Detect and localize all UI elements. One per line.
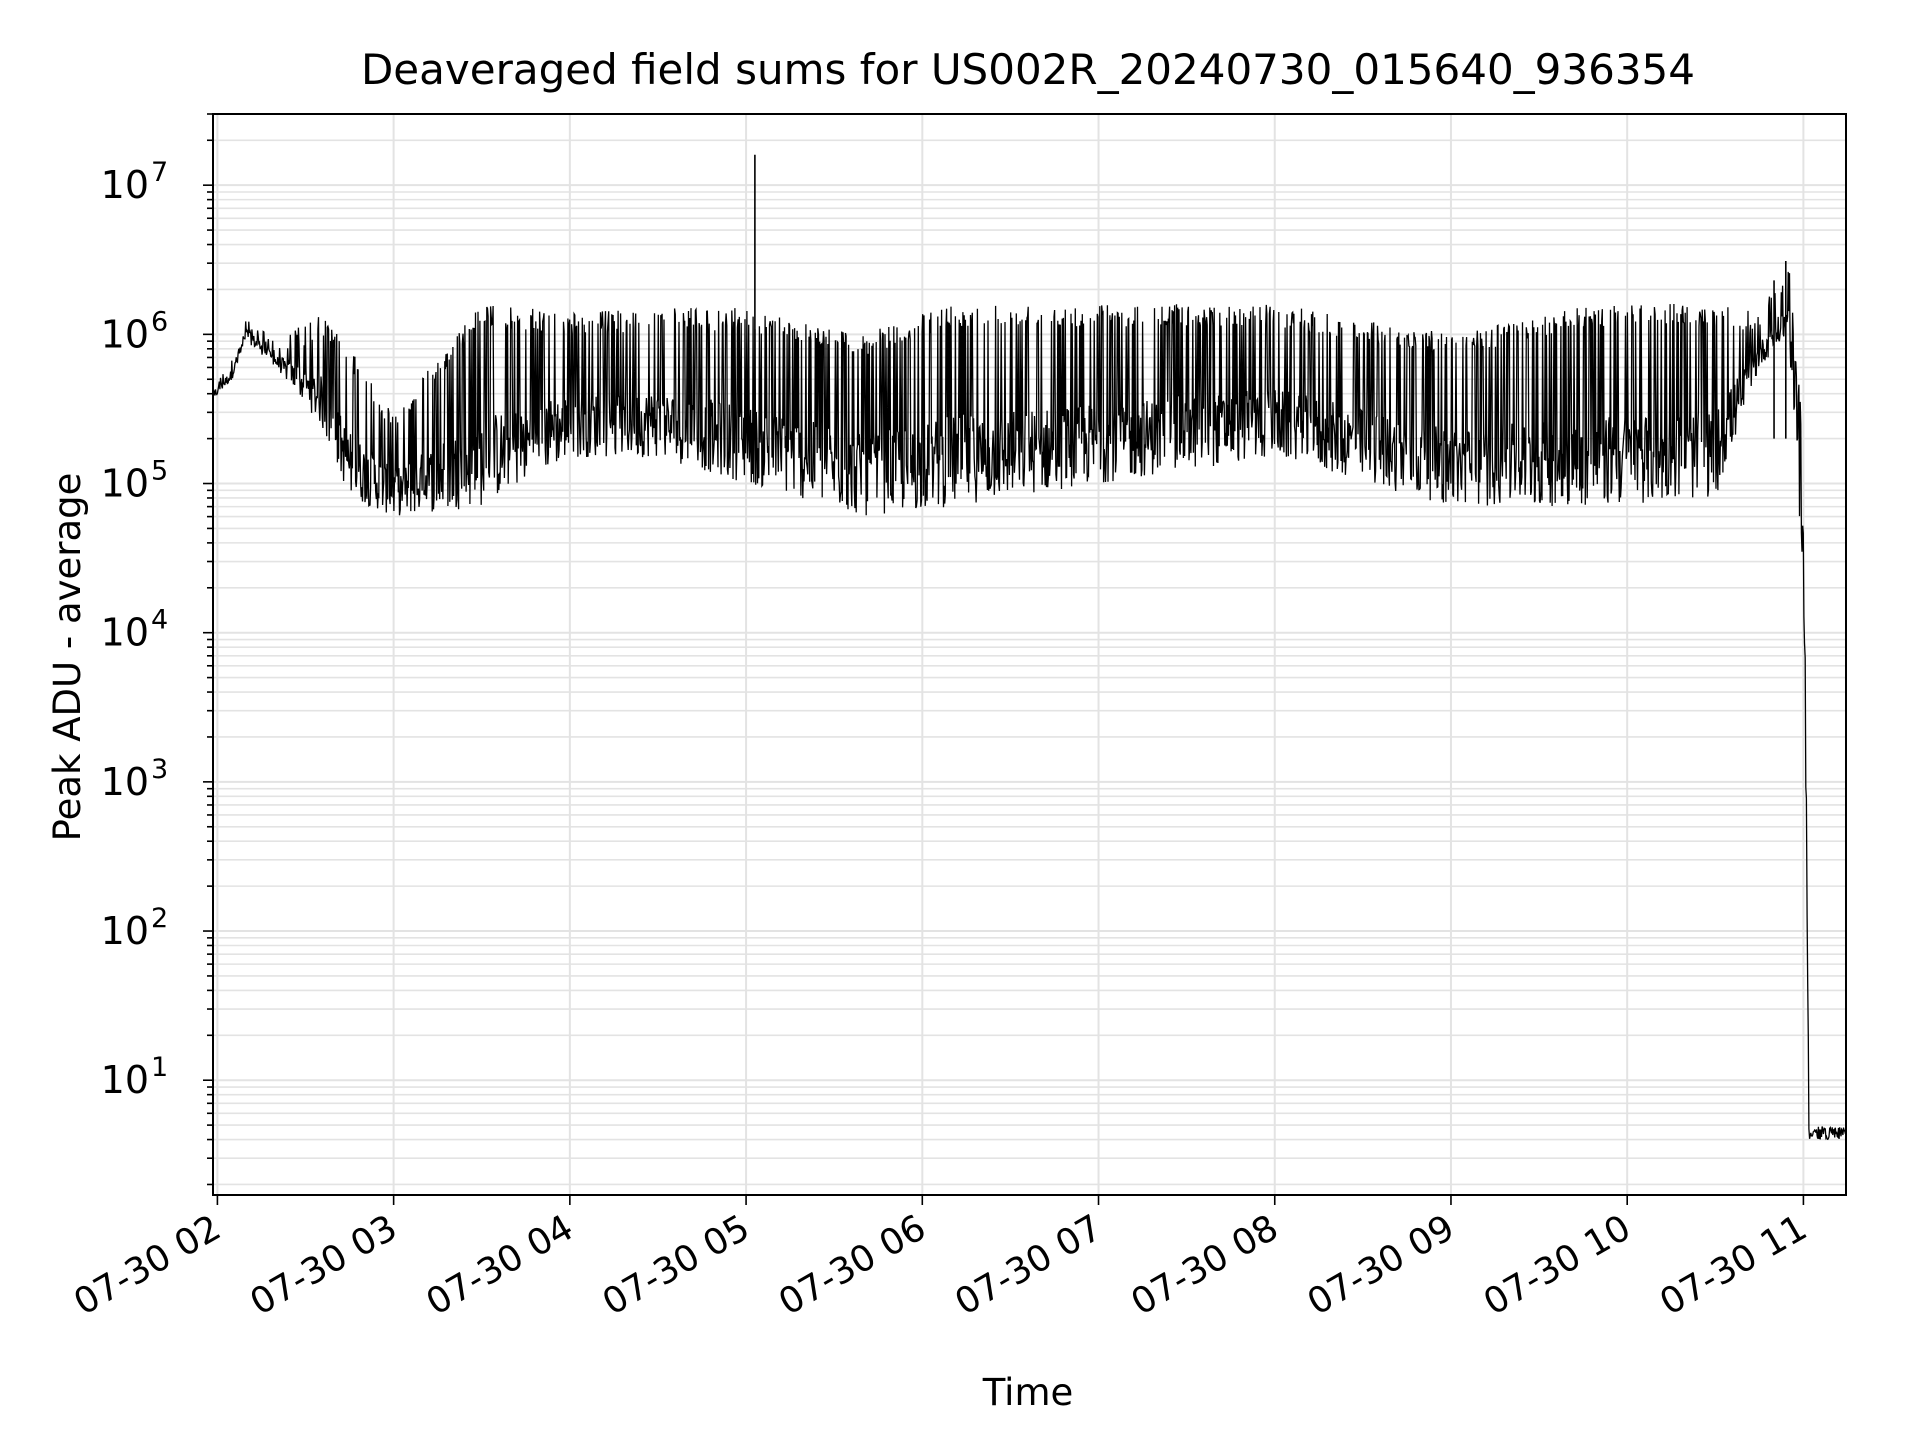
y-tick-label: 10: [101, 611, 149, 655]
y-tick-label: 10: [101, 760, 149, 804]
x-axis-label: Time: [982, 1371, 1074, 1414]
y-tick-label: 10: [101, 163, 149, 207]
y-axis-label: Peak ADU - average: [46, 473, 89, 842]
data-line: [212, 271, 1847, 1141]
y-tick-label: 10: [101, 312, 149, 356]
y-tick-label: 10: [101, 1058, 149, 1102]
y-tick-exponent: 5: [151, 456, 168, 487]
plot-frame: [212, 113, 1847, 1196]
y-tick-exponent: 4: [151, 605, 168, 636]
y-tick-label: 10: [101, 462, 149, 506]
y-tick-exponent: 7: [151, 157, 168, 188]
y-tick-label: 10: [101, 909, 149, 953]
data-series: [212, 154, 1847, 1141]
grid-lines: [213, 113, 1846, 1195]
chart-title: Deaveraged field sums for US002R_2024073…: [361, 45, 1695, 94]
y-tick-exponent: 2: [151, 903, 168, 934]
y-tick-exponent: 3: [151, 754, 168, 785]
y-tick-exponent: 1: [151, 1052, 168, 1083]
y-tick-exponent: 6: [151, 306, 168, 337]
